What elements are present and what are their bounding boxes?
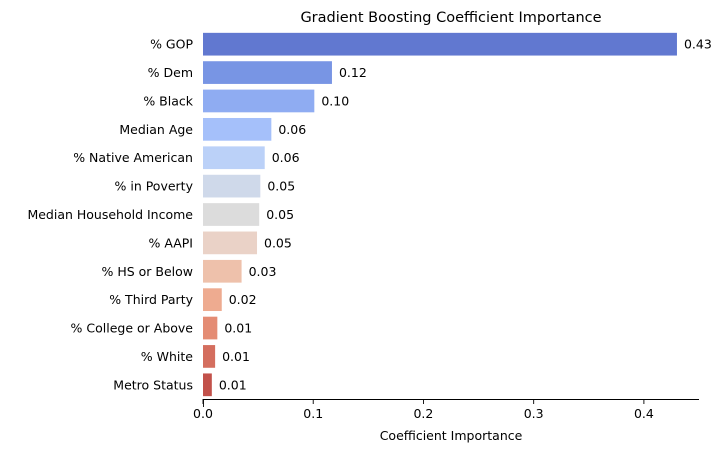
bar [203, 203, 260, 226]
bar-value-label: 0.05 [267, 179, 295, 194]
x-tick-label: 0.4 [634, 406, 654, 421]
value-labels: 0.43 0.12 0.10 0.06 0.06 0.05 0.05 0.05 0.03 0.02… [219, 37, 712, 393]
bar-value-label: 0.01 [222, 349, 250, 364]
bar [203, 259, 242, 283]
category-label: % Dem [148, 65, 193, 80]
bar [203, 61, 332, 84]
bar [203, 174, 261, 198]
bar [203, 89, 315, 113]
bar-value-label: 0.05 [264, 235, 292, 250]
bar [203, 345, 216, 368]
bar [203, 316, 218, 340]
bar-value-label: 0.02 [229, 292, 257, 307]
category-label: % AAPI [148, 235, 193, 250]
x-ticks: 0.0 0.1 0.2 0.3 0.4 [193, 399, 654, 421]
x-tick-label: 0.3 [524, 406, 544, 421]
bar [203, 288, 222, 312]
bar-value-label: 0.01 [224, 321, 252, 336]
bar [203, 373, 212, 397]
category-label: Median Household Income [27, 207, 193, 222]
category-label: % in Poverty [115, 179, 194, 194]
x-tick-label: 0.2 [413, 406, 433, 421]
category-label: Median Age [119, 122, 193, 137]
bar [203, 231, 258, 255]
category-label: % Native American [73, 150, 193, 165]
bar-value-label: 0.10 [321, 93, 349, 108]
bar [203, 32, 677, 56]
category-label: % Black [143, 93, 193, 108]
category-label: % Third Party [109, 292, 193, 307]
bar-value-label: 0.05 [266, 207, 294, 222]
bar [203, 117, 272, 141]
bar [203, 146, 265, 170]
x-tick-label: 0.1 [303, 406, 323, 421]
category-label: % White [141, 349, 194, 364]
x-axis-label: Coefficient Importance [380, 428, 523, 443]
bar-value-label: 0.01 [219, 377, 247, 392]
bar-value-label: 0.06 [272, 150, 300, 165]
bar-value-label: 0.12 [339, 65, 367, 80]
category-label: Metro Status [113, 377, 193, 392]
category-labels: % GOP % Dem % Black Median Age % Native Amer… [27, 37, 193, 393]
bar-value-label: 0.03 [249, 264, 277, 279]
category-label: % College or Above [71, 321, 194, 336]
category-label: % HS or Below [101, 264, 193, 279]
category-label: % GOP [150, 37, 193, 52]
chart-title: Gradient Boosting Coefficient Importance [300, 10, 601, 26]
bar-value-label: 0.43 [684, 37, 712, 52]
bars-group [203, 32, 677, 397]
x-tick-label: 0.0 [193, 406, 213, 421]
bar-value-label: 0.06 [278, 122, 306, 137]
